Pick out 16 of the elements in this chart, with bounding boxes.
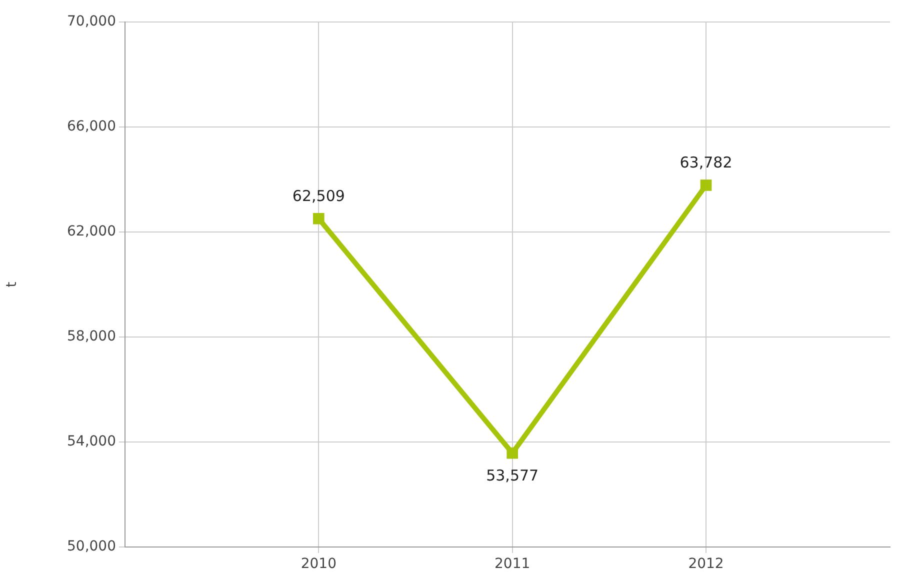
point — [313, 212, 324, 224]
point — [506, 447, 518, 459]
x-tick-label: 2010 — [300, 556, 336, 572]
data-label: 53,577 — [486, 466, 539, 484]
y-tick-label: 58,000 — [67, 328, 116, 345]
data-label: 63,782 — [680, 154, 732, 172]
data-label: 62,509 — [292, 187, 345, 206]
x-tick-label: 2011 — [494, 556, 530, 572]
y-tick-label: 50,000 — [67, 538, 116, 555]
y-tick-label: 66,000 — [67, 118, 116, 135]
y-axis-title: t — [4, 281, 20, 288]
y-tick-label: 54,000 — [67, 434, 116, 450]
point — [700, 180, 712, 191]
x-tick-label: 2012 — [688, 556, 724, 572]
y-tick-label: 70,000 — [67, 14, 116, 30]
y-tick-label: 62,000 — [67, 224, 116, 240]
